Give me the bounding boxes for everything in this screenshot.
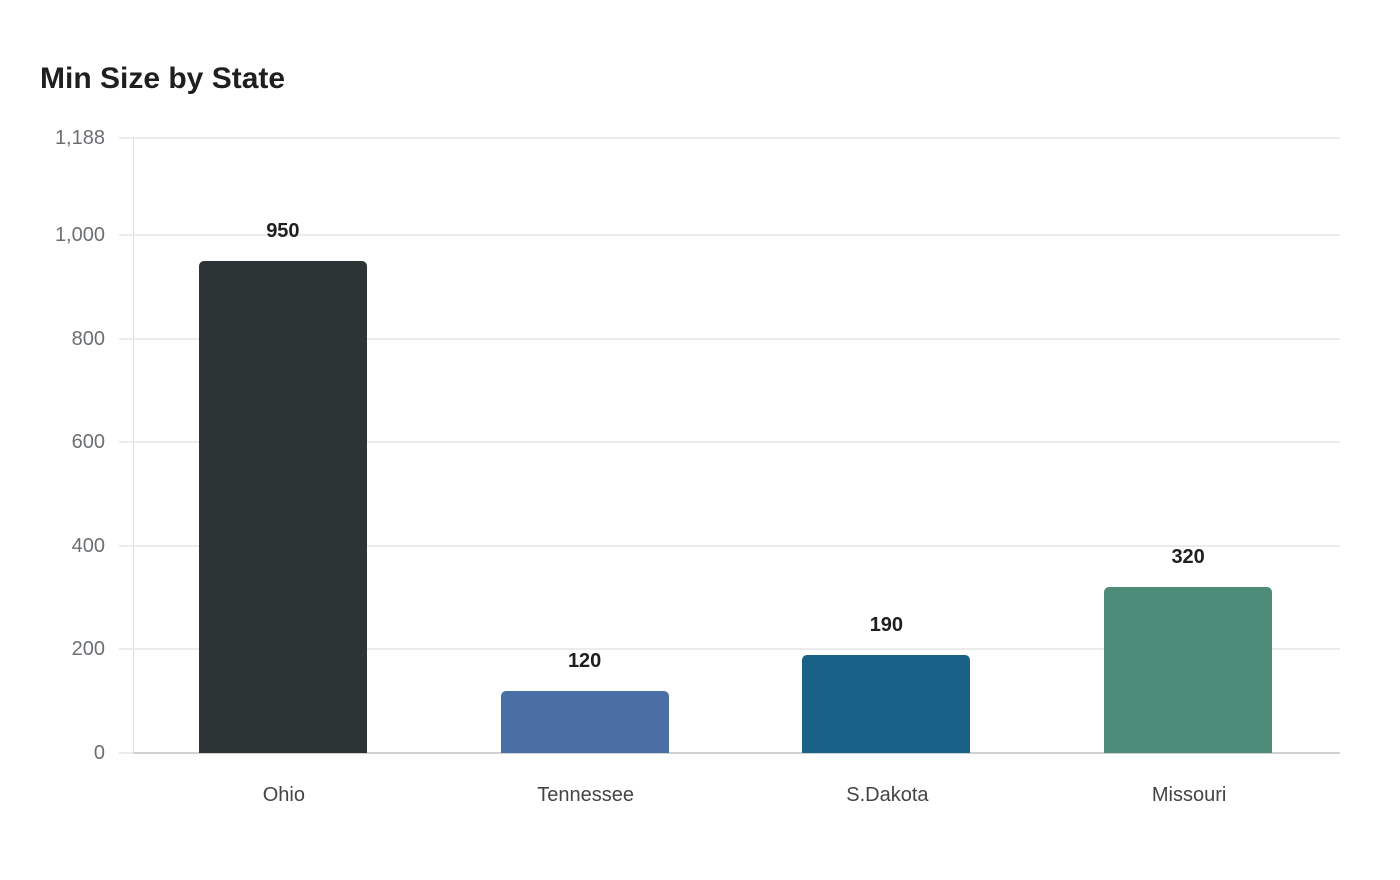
bar-value-label: 120 <box>567 649 602 672</box>
y-tick-label: 1,000 <box>54 224 105 247</box>
bar-tennessee[interactable] <box>500 690 669 753</box>
x-tick-label: Missouri <box>1151 784 1227 806</box>
bar-value-label: 320 <box>1171 546 1205 569</box>
y-tick-label: 800 <box>71 327 105 350</box>
bar-ohio[interactable] <box>198 261 367 753</box>
gridline <box>119 544 1340 547</box>
gridline <box>119 441 1340 444</box>
gridline <box>119 648 1340 651</box>
y-tick-label: 0 <box>93 742 105 764</box>
gridline <box>119 752 133 754</box>
gridline <box>119 137 1340 140</box>
x-tick-label: S.Dakota <box>846 784 929 806</box>
y-tick-label: 600 <box>71 431 105 454</box>
y-tick-label: 400 <box>71 534 105 557</box>
x-tick-label: Ohio <box>262 784 305 806</box>
x-axis-line <box>133 752 1340 754</box>
y-tick-label: 1,188 <box>54 127 105 149</box>
x-tick-label: Tennessee <box>537 784 634 806</box>
y-tick-label: 200 <box>71 638 105 661</box>
plot-area <box>119 137 1340 754</box>
bar-value-label: 950 <box>266 220 300 243</box>
gridline <box>119 234 1340 237</box>
bar-value-label: 190 <box>869 613 904 636</box>
y-axis-line <box>133 138 134 753</box>
chart-title: Min Size by State <box>40 62 286 95</box>
gridline <box>119 337 1340 340</box>
bar-s-dakota[interactable] <box>802 654 971 753</box>
bar-missouri[interactable] <box>1104 587 1273 753</box>
